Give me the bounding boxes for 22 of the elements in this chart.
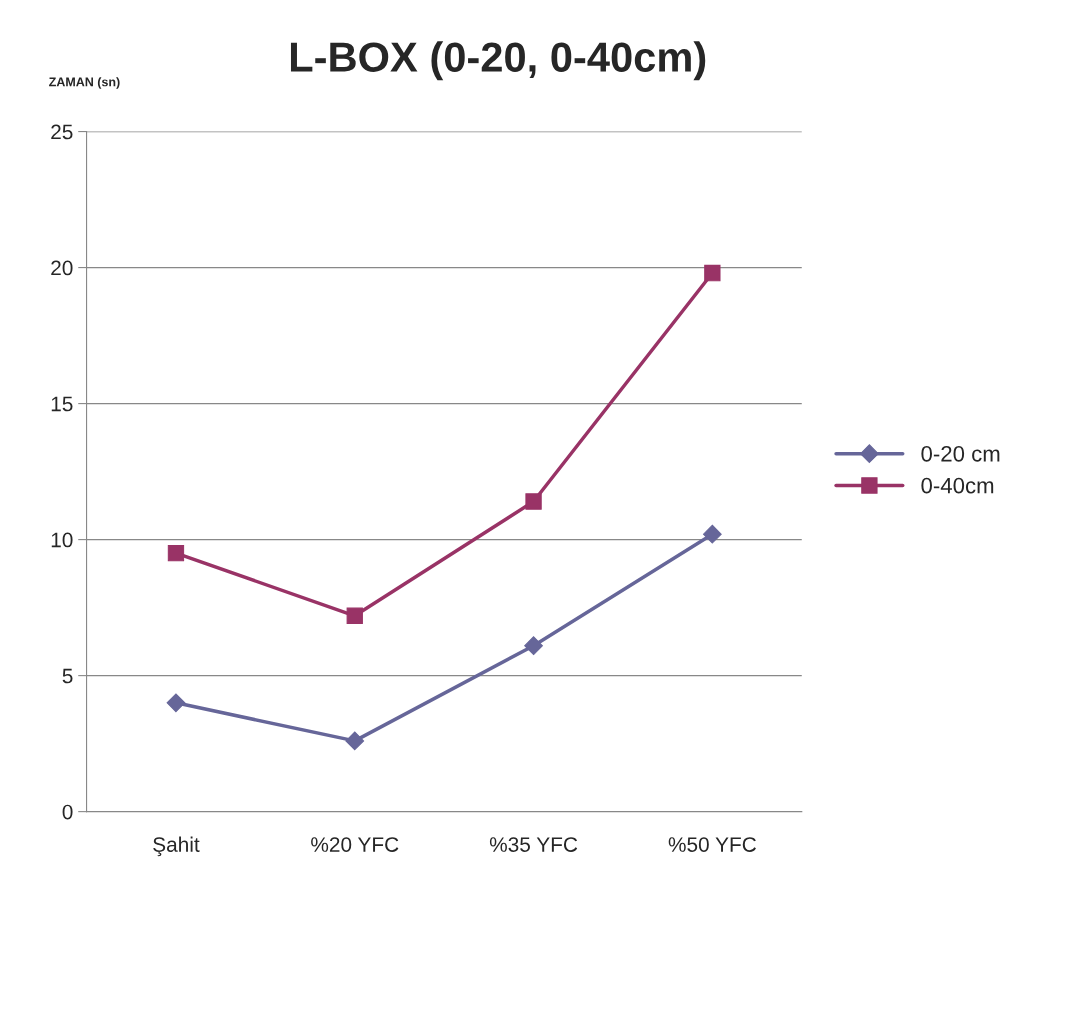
x-tick-label: Şahit [153, 836, 200, 857]
x-tick-label: %20 YFC [311, 837, 399, 852]
y-tick-label: 5 [62, 668, 73, 684]
point [704, 264, 721, 282]
y-tick-label: 25 [51, 124, 73, 140]
point [525, 493, 542, 510]
point [167, 545, 185, 562]
x-tick-label: %35 YFC [489, 837, 578, 852]
point [524, 636, 543, 656]
y-axis-title: ZAMAN (sn) [49, 77, 120, 89]
chart-title: L-BOX (0-20, 0-40cm) [290, 41, 706, 81]
point [346, 607, 363, 624]
point [703, 524, 722, 544]
x-tick-label: %50 YFC [668, 837, 756, 852]
y-tick-label: 20 [51, 260, 73, 276]
y-tick-label: 0 [62, 804, 73, 820]
y-tick-label: 15 [51, 396, 73, 412]
legend-label: 0-20 cm [921, 445, 1000, 462]
point [345, 731, 365, 751]
y-tick-label: 10 [51, 532, 73, 548]
legend-label: 0-40cm [921, 477, 994, 494]
point [166, 693, 186, 713]
